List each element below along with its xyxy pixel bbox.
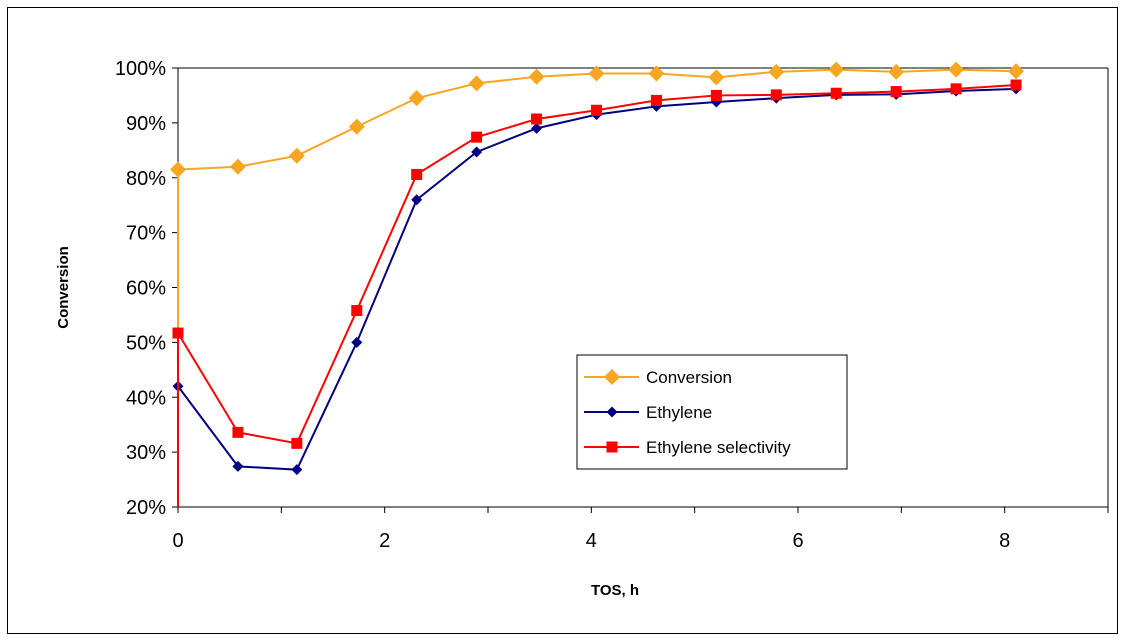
conversion-point — [828, 61, 845, 78]
x-axis-title: TOS, h — [591, 582, 639, 599]
y-axis-title: Conversion — [55, 246, 72, 329]
series-conversion — [170, 61, 1025, 507]
y-tick-label: 80% — [126, 168, 166, 190]
series-layer — [170, 61, 1025, 507]
ethylene-selectivity-point — [770, 89, 782, 101]
ethylene-selectivity-point — [411, 168, 423, 180]
legend-marker-ethylene-selectivity — [606, 441, 618, 453]
axes: TOS, h Conversion 20% 30% 40% 50% 60% 70% 80% 9… — [55, 58, 1109, 599]
conversion-point — [588, 65, 605, 82]
ethylene-selectivity-line — [177, 84, 1017, 507]
x-tick-label: 8 — [999, 530, 1010, 552]
x-tick-label: 4 — [586, 530, 597, 552]
ethylene-selectivity-point — [172, 327, 184, 339]
conversion-point — [468, 75, 485, 92]
ethylene-selectivity-point — [890, 86, 902, 98]
y-tick-label: 60% — [126, 278, 166, 300]
legend-label-ethylene-selectivity: Ethylene selectivity — [646, 438, 791, 457]
x-tick-label: 6 — [792, 530, 803, 552]
y-tick-label: 100% — [115, 58, 166, 80]
legend-marker-conversion — [604, 369, 620, 385]
ethylene-selectivity-point — [591, 104, 602, 116]
conversion-point — [648, 65, 665, 82]
conversion-point — [348, 118, 365, 135]
ethylene-point — [351, 336, 363, 348]
ethylene-selectivity-point — [710, 89, 722, 101]
chart-frame — [7, 7, 1118, 634]
ethylene-point — [531, 122, 543, 134]
legend: Conversion Ethylene Ethylene selectivity — [576, 354, 848, 470]
ethylene-selectivity-point — [950, 83, 962, 95]
ethylene-selectivity-point — [291, 437, 303, 449]
ethylene-point — [291, 464, 303, 476]
y-tick-label: 50% — [126, 332, 166, 354]
ethylene-point — [471, 146, 483, 158]
ethylene-selectivity-point — [531, 113, 543, 125]
y-tick-label: 90% — [126, 113, 166, 135]
ethylene-selectivity-point — [650, 94, 662, 106]
conversion-line — [177, 68, 1017, 507]
legend-label-conversion: Conversion — [646, 368, 732, 387]
ethylene-point — [232, 460, 244, 472]
y-tick-label: 30% — [126, 442, 166, 464]
x-tick-label: 0 — [172, 530, 183, 552]
conversion-point — [528, 68, 545, 85]
conversion-point — [229, 158, 246, 175]
conversion-point — [768, 63, 785, 80]
conversion-point — [288, 147, 305, 164]
ethylene-selectivity-point — [471, 131, 483, 143]
y-tick-label: 40% — [126, 387, 166, 409]
ethylene-selectivity-point — [830, 87, 842, 99]
conversion-point — [708, 69, 725, 86]
ethylene-point — [411, 194, 423, 206]
x-tick-label: 2 — [379, 530, 390, 552]
ethylene-selectivity-point — [1010, 79, 1022, 91]
conversion-point — [1008, 63, 1025, 80]
legend-marker-ethylene — [606, 406, 618, 418]
series-ethylene-selectivity — [172, 79, 1022, 507]
ethylene-selectivity-point — [351, 305, 363, 317]
y-tick-label: 20% — [126, 497, 166, 519]
legend-label-ethylene: Ethylene — [646, 403, 712, 422]
ethylene-selectivity-point — [232, 426, 244, 438]
conversion-point — [408, 90, 425, 107]
conversion-point — [170, 161, 186, 178]
conversion-point — [888, 63, 905, 80]
y-tick-label: 70% — [126, 223, 166, 245]
conversion-point — [948, 61, 965, 78]
